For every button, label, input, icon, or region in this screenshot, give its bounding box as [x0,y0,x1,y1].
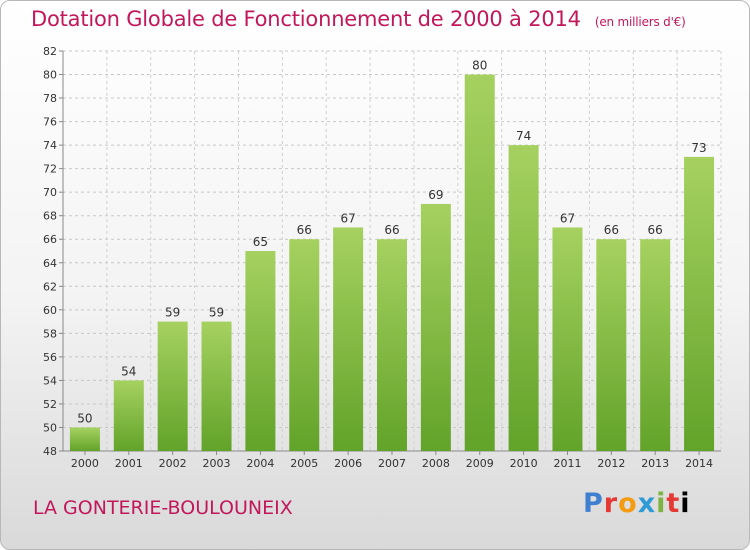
x-tick-label: 2008 [422,457,450,470]
x-tick-label: 2001 [115,457,143,470]
x-tick-label: 2013 [641,457,669,470]
y-tick-label: 50 [43,421,57,434]
logo-letter: i [656,488,667,519]
chart-title: Dotation Globale de Fonctionnement de 20… [31,7,686,31]
bar-value-label: 59 [165,306,180,320]
x-tick-label: 2002 [159,457,187,470]
bar [113,380,144,451]
bar-value-label: 66 [297,223,312,237]
logo-letter: x [637,488,657,519]
unit-note: (en milliers d'€) [594,15,686,29]
bar [289,239,320,451]
y-tick-label: 56 [43,351,57,364]
y-tick-label: 76 [43,116,57,129]
x-tick-label: 2006 [334,457,362,470]
y-tick-label: 64 [43,257,57,270]
y-tick-label: 74 [43,139,57,152]
bar-value-label: 54 [121,364,136,378]
bar-value-label: 74 [516,129,531,143]
y-tick-label: 78 [43,92,57,105]
bar-value-label: 67 [340,211,355,225]
bar [377,239,407,451]
bar [420,203,451,451]
bar [508,145,539,451]
bar [640,239,671,451]
y-tick-label: 52 [43,398,57,411]
y-tick-label: 66 [43,233,57,246]
x-tick-label: 2014 [685,457,713,470]
logo-letter: P [583,488,604,519]
y-tick-label: 68 [43,210,57,223]
x-tick-label: 2012 [597,457,625,470]
bar-value-label: 50 [77,411,92,425]
x-tick-label: 2004 [246,457,274,470]
x-tick-label: 2005 [290,457,318,470]
bar-value-label: 66 [648,223,663,237]
logo-letter: o [618,488,638,519]
bar-value-label: 67 [560,211,575,225]
bar-value-label: 69 [428,188,443,202]
bar-value-label: 66 [384,223,399,237]
x-tick-label: 2003 [203,457,231,470]
bar-value-label: 66 [604,223,619,237]
bar [245,251,276,451]
logo-letter: t [666,488,681,519]
bars: 50 54 59 59 65 66 67 66 69 80 74 67 66 66 73 [69,59,715,451]
x-tick-label: 2010 [510,457,538,470]
town-name: LA GONTERIE-BOULOUNEIX [33,497,293,519]
y-tick-label: 54 [43,374,57,387]
bar-value-label: 80 [472,59,487,73]
logo-letter: r [603,488,619,519]
chart-title-text: Dotation Globale de Fonctionnement de 20… [31,7,581,31]
bar [157,321,188,451]
bar [333,227,364,451]
bar [464,74,495,451]
x-tick-label: 2011 [553,457,581,470]
y-tick-label: 70 [43,186,57,199]
proxiti-logo: Proxiti [583,488,691,519]
y-tick-label: 72 [43,163,57,176]
bar-value-label: 59 [209,306,224,320]
bar [684,156,715,451]
y-tick-label: 60 [43,304,57,317]
logo-letter: i [680,488,691,519]
bar [201,321,232,451]
y-tick-label: 48 [43,445,57,458]
x-tick-label: 2007 [378,457,406,470]
y-tick-label: 58 [43,327,57,340]
y-tick-label: 62 [43,280,57,293]
y-tick-label: 80 [43,69,57,82]
y-tick-label: 82 [43,45,57,58]
bar-value-label: 73 [691,141,706,155]
x-tick-label: 2009 [466,457,494,470]
x-tick-label: 2000 [71,457,99,470]
bar [69,427,100,451]
bar [552,227,583,451]
bar [596,239,627,451]
bar-value-label: 65 [253,235,268,249]
